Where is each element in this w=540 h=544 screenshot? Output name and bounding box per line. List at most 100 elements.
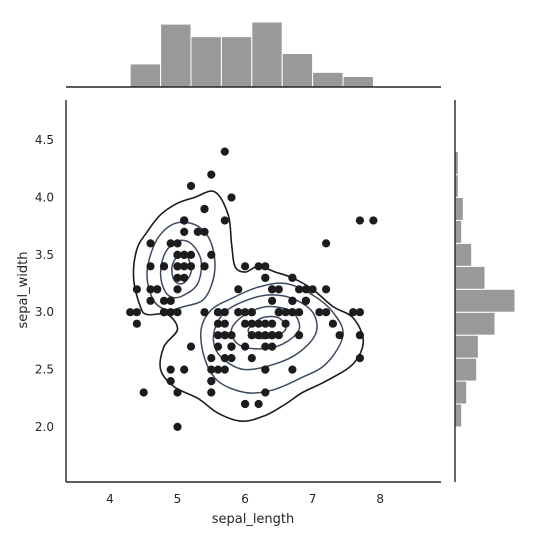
data-point [207,388,216,397]
y-tick-label: 3.0 [35,305,54,319]
data-point [132,308,141,317]
data-point [186,342,196,351]
y-hist-bar [454,380,468,405]
data-point [173,388,182,397]
data-point [132,285,141,294]
data-point [180,250,189,259]
data-point [328,319,337,328]
x-hist-bar [251,21,283,88]
x-tick-label: 8 [376,492,384,506]
data-point [220,365,229,374]
data-point [261,342,270,351]
data-point [207,377,216,386]
data-point [295,285,304,294]
data-point [146,296,155,305]
data-point [288,273,297,282]
data-point [355,331,364,340]
data-point [173,250,182,259]
data-point [200,204,209,214]
data-point [173,262,182,271]
data-point [288,365,297,374]
data-point [139,388,148,397]
y-hist-bar [454,357,478,382]
data-point [247,331,256,340]
y-marginal-histogram [454,100,516,482]
data-point [180,227,189,236]
data-point [166,365,175,374]
data-point [247,308,256,317]
data-point [200,227,209,236]
data-point [241,342,250,351]
data-point [335,331,344,340]
data-point [207,365,216,374]
data-point [207,354,216,363]
data-point [213,365,223,374]
data-point [207,250,216,259]
y-hist-bar [454,197,464,221]
data-point [301,296,310,305]
data-point [261,319,270,328]
y-hist-bar [454,403,463,428]
data-point [254,319,263,328]
data-point [355,216,364,225]
x-tick-label: 6 [241,492,249,506]
data-point [159,308,169,317]
data-point [159,262,169,271]
y-tick-label: 2.5 [35,363,54,377]
data-point [308,285,317,294]
data-point [159,296,169,305]
data-point [274,308,283,317]
data-point [268,285,277,294]
x-hist-bar [129,63,162,88]
y-ticks: 2.0 2.5 3.0 3.5 4.0 4.5 [35,133,54,434]
data-point [227,342,236,351]
data-point [261,273,270,282]
data-point [247,354,256,363]
x-hist-bar [281,52,314,88]
data-point [322,308,331,317]
data-point [234,285,243,294]
x-tick-label: 4 [106,492,114,506]
data-point [369,216,378,225]
kde-contour [247,315,287,340]
data-point [295,331,304,340]
kde-contours [132,190,365,423]
x-marginal-histogram [66,21,441,88]
data-point [126,308,135,317]
data-point [281,319,290,328]
y-tick-label: 4.5 [35,133,54,147]
data-point [247,319,256,328]
kde-contour [171,253,192,285]
data-point [261,331,270,340]
data-point [288,308,297,317]
data-point [322,239,331,248]
data-point [173,308,182,317]
data-point [254,399,263,409]
y-hist-bar [454,311,496,336]
data-point [166,239,175,248]
data-point [281,308,290,317]
x-hist-bar [342,76,374,88]
data-point [220,147,229,156]
axes [65,100,441,483]
y-hist-bar [454,334,479,359]
data-point [254,331,263,340]
y-tick-label: 3.5 [35,248,54,262]
data-point [166,308,175,317]
data-point [349,308,358,317]
data-point [295,308,304,317]
y-hist-bar [454,265,486,290]
data-point [227,193,236,202]
data-point [213,331,223,340]
data-point [173,273,182,282]
data-point [227,331,236,340]
data-point [220,308,229,317]
data-point [274,285,283,294]
data-point [146,262,155,271]
data-point [268,342,277,351]
y-hist-bar [454,242,473,267]
data-point [186,250,196,259]
x-ticks: 4 5 6 7 8 [106,492,384,506]
data-point [132,319,141,328]
data-point [166,296,175,305]
